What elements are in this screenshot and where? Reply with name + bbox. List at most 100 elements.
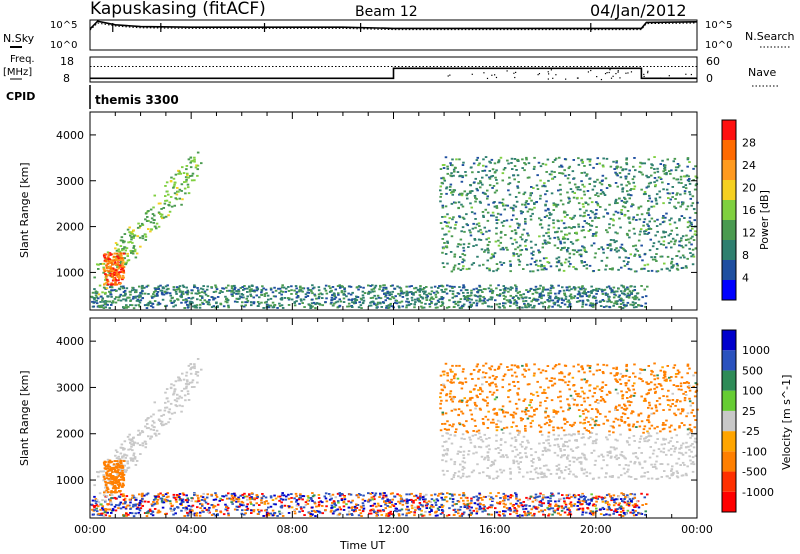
power-cell: [511, 297, 515, 300]
velocity-cell: [511, 495, 514, 497]
power-cell: [481, 170, 484, 172]
power-cell: [196, 164, 200, 167]
velocity-cell: [595, 510, 598, 512]
velocity-cell: [256, 508, 260, 511]
velocity-cell: [532, 514, 536, 517]
power-cell: [116, 243, 119, 246]
power-cell: [441, 227, 444, 230]
power-cell: [685, 234, 688, 237]
power-cell: [556, 304, 560, 307]
power-cell: [517, 258, 520, 261]
velocity-cell: [536, 495, 540, 498]
velocity-cell: [505, 507, 509, 510]
power-cell: [441, 238, 445, 240]
velocity-cell: [125, 512, 128, 515]
power-cell: [110, 270, 113, 273]
colorbar-swatch: [722, 180, 736, 200]
velocity-cell: [488, 506, 491, 509]
power-cell: [486, 197, 489, 200]
power-cell: [491, 292, 494, 295]
power-cell: [310, 302, 314, 305]
power-cell: [588, 304, 592, 307]
power-cell: [601, 174, 605, 177]
power-cell: [231, 295, 234, 297]
velocity-cell: [623, 513, 627, 516]
velocity-cell: [547, 508, 550, 510]
power-cell: [492, 214, 495, 217]
power-cell: [691, 202, 695, 205]
power-cell: [656, 167, 659, 170]
velocity-cell: [503, 505, 506, 508]
power-cell: [99, 263, 102, 265]
power-cell: [524, 163, 528, 166]
power-cell: [601, 299, 605, 301]
power-cell: [488, 298, 491, 301]
power-cell: [176, 187, 179, 189]
power-cell: [668, 201, 671, 204]
velocity-cell: [533, 497, 537, 499]
power-cell: [540, 268, 544, 271]
velocity-cell: [580, 494, 584, 496]
power-cell: [670, 246, 673, 249]
velocity-cell: [310, 498, 313, 501]
power-cell: [567, 265, 571, 268]
power-cell: [496, 212, 500, 215]
power-cell: [687, 175, 690, 178]
power-cell: [382, 286, 385, 289]
power-cell: [568, 289, 571, 292]
power-cell: [641, 296, 644, 299]
velocity-cell: [131, 449, 134, 452]
power-cell: [399, 290, 403, 292]
power-cell: [513, 229, 517, 232]
velocity-cell: [349, 493, 353, 496]
velocity-cell: [189, 508, 192, 511]
velocity-cell: [482, 507, 485, 510]
power-cell: [487, 249, 490, 252]
velocity-cell: [435, 498, 439, 501]
velocity-cell: [278, 510, 281, 513]
power-cell: [321, 297, 324, 299]
power-cell: [452, 168, 456, 171]
velocity-cell: [446, 492, 449, 495]
power-cell: [138, 226, 141, 229]
power-cell: [115, 259, 119, 262]
power-cell: [519, 294, 523, 297]
power-cell: [583, 193, 586, 196]
velocity-cell: [564, 503, 568, 506]
power-cell: [448, 189, 452, 191]
power-cell: [509, 237, 513, 240]
power-cell: [582, 229, 585, 232]
nave-point: [587, 71, 590, 73]
power-cell: [102, 254, 106, 257]
power-cell: [362, 286, 365, 289]
velocity-cell: [427, 500, 431, 503]
power-cell: [517, 226, 520, 229]
velocity-cell: [435, 510, 438, 513]
power-cell: [493, 252, 497, 255]
power-cell: [620, 266, 623, 269]
power-cell: [564, 295, 568, 298]
power-cell: [638, 218, 642, 221]
power-cell: [246, 299, 250, 302]
power-cell: [430, 286, 433, 289]
power-cell: [668, 170, 671, 173]
velocity-cell: [542, 513, 545, 516]
velocity-cell: [218, 499, 222, 502]
power-cell: [525, 248, 528, 251]
velocity-cell: [191, 366, 194, 369]
power-cell: [309, 289, 313, 292]
power-cell: [530, 186, 533, 188]
power-cell: [685, 174, 689, 177]
velocity-cell: [111, 508, 115, 510]
velocity-cell: [340, 493, 344, 495]
power-cell: [636, 250, 640, 252]
velocity-cell: [400, 508, 404, 511]
velocity-cell: [280, 512, 284, 515]
power-cell: [461, 258, 465, 261]
power-cell: [105, 276, 108, 279]
velocity-cell: [541, 496, 545, 499]
freq-tick-low: 8: [63, 72, 70, 85]
power-cell: [514, 284, 517, 287]
velocity-cell: [177, 376, 180, 379]
power-cell: [588, 197, 592, 200]
